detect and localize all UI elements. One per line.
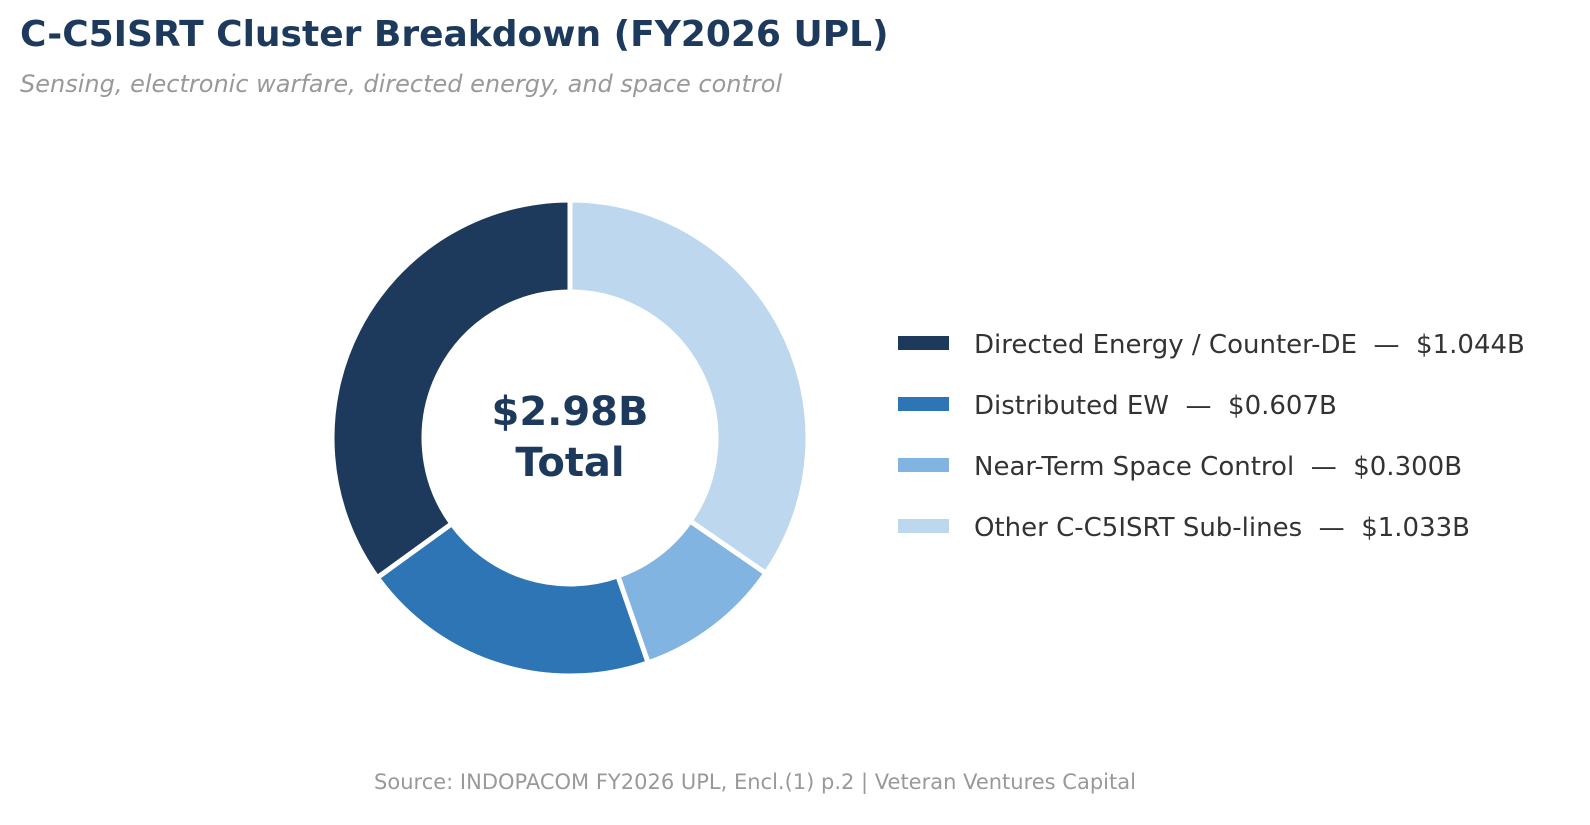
chart-title: C-C5ISRT Cluster Breakdown (FY2026 UPL) — [20, 14, 889, 55]
legend-swatch — [898, 519, 949, 533]
legend-swatch — [898, 458, 949, 472]
donut-slice-directed-energy-counter-de — [329, 197, 573, 582]
legend-item-directed-energy-counter-de: Directed Energy / Counter-DE — $1.044B — [898, 330, 1525, 360]
donut-slices — [329, 197, 811, 679]
source-note: Source: INDOPACOM FY2026 UPL, Encl.(1) p… — [374, 770, 1136, 794]
legend: Directed Energy / Counter-DE — $1.044B Di… — [898, 330, 1525, 543]
legend-item-other-c-c5isrt-sub-lines: Other C-C5ISRT Sub-lines — $1.033B — [898, 513, 1470, 543]
legend-label: Near-Term Space Control — $0.300B — [974, 452, 1462, 482]
legend-label: Other C-C5ISRT Sub-lines — $1.033B — [974, 513, 1470, 543]
donut-slice-other-c-c5isrt-sub-lines — [567, 197, 811, 577]
chart-subtitle: Sensing, electronic warfare, directed en… — [20, 70, 783, 98]
center-total-caption: Total — [515, 440, 624, 486]
legend-item-near-term-space-control: Near-Term Space Control — $0.300B — [898, 452, 1462, 482]
legend-swatch — [898, 336, 949, 350]
center-total-value: $2.98B — [491, 389, 648, 435]
legend-label: Distributed EW — $0.607B — [974, 391, 1337, 421]
legend-item-distributed-ew: Distributed EW — $0.607B — [898, 391, 1337, 421]
legend-label: Directed Energy / Counter-DE — $1.044B — [974, 330, 1525, 360]
donut-slice-distributed-ew — [373, 520, 652, 679]
legend-swatch — [898, 397, 949, 411]
